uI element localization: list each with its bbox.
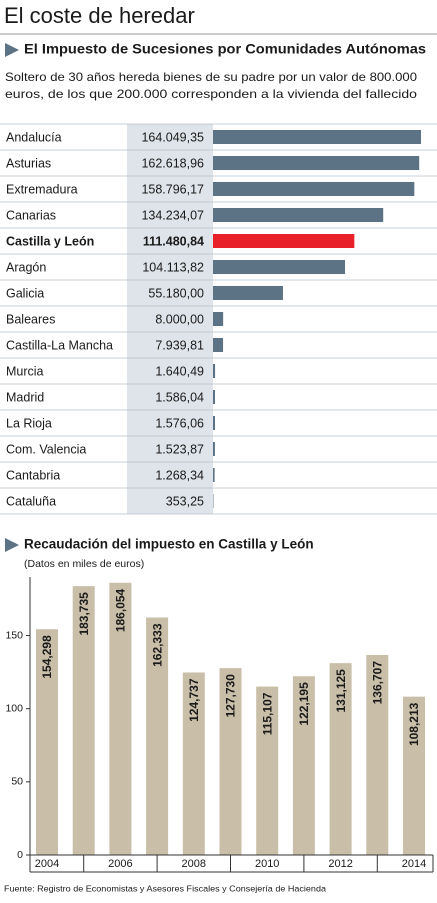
bar xyxy=(213,312,224,326)
row-label: Baleares xyxy=(6,312,55,326)
subtitle-line: euros, de los que 200.000 corresponden a… xyxy=(5,87,417,101)
bar xyxy=(213,182,415,196)
x-tick-label: 2006 xyxy=(108,858,132,870)
value-label: 154,298 xyxy=(40,635,54,679)
value-label: 108,213 xyxy=(407,702,421,746)
chart-title: Recaudación del impuesto en Castilla y L… xyxy=(24,537,314,552)
value-label: 1.586,04 xyxy=(155,390,204,404)
header: El coste de heredar xyxy=(4,3,195,28)
bar xyxy=(329,663,352,855)
row-label: Asturias xyxy=(6,156,51,170)
value-label: 55.180,00 xyxy=(148,286,204,300)
value-label: 162,333 xyxy=(150,623,164,667)
row-label: Andalucía xyxy=(6,130,62,144)
value-label: 134.234,07 xyxy=(141,208,204,222)
bar xyxy=(403,696,425,855)
y-tick-label: 150 xyxy=(5,629,23,641)
bar xyxy=(292,676,315,855)
bar xyxy=(213,234,355,248)
value-label: 131,125 xyxy=(334,669,348,713)
value-label: 115,107 xyxy=(260,692,274,735)
source: Fuente: Registro de Economistas y Asesor… xyxy=(4,883,326,893)
row-label: Castilla y León xyxy=(6,234,94,248)
x-tick-label: 2008 xyxy=(182,858,206,870)
bar xyxy=(213,468,215,482)
value-column xyxy=(127,124,213,514)
x-tick-label: 2012 xyxy=(328,858,352,870)
bar xyxy=(213,130,421,144)
value-label: 1.640,49 xyxy=(155,364,204,378)
value-label: 162.618,96 xyxy=(141,156,204,170)
bar xyxy=(213,260,346,274)
bar xyxy=(182,672,205,855)
value-label: 353,25 xyxy=(166,494,204,508)
bar xyxy=(146,617,169,855)
value-label: 1.576,06 xyxy=(155,416,204,430)
y-tick-label: 0 xyxy=(17,849,23,861)
value-label: 1.523,87 xyxy=(155,442,204,456)
row-label: Canarias xyxy=(6,208,56,222)
bar xyxy=(36,629,58,855)
y-tick-label: 100 xyxy=(5,702,23,714)
bar xyxy=(213,156,420,170)
row-label: Galicia xyxy=(6,286,44,300)
bar xyxy=(213,286,283,300)
x-tick-label: 2010 xyxy=(255,858,279,870)
bar xyxy=(213,208,384,222)
bar xyxy=(109,582,132,855)
bar xyxy=(213,390,216,404)
value-label: 104.113,82 xyxy=(142,260,204,274)
row-label: Cataluña xyxy=(6,494,56,508)
bar xyxy=(213,338,224,352)
value-label: 183,735 xyxy=(77,592,91,636)
value-label: 122,195 xyxy=(297,682,311,726)
row-label: Castilla-La Mancha xyxy=(6,338,113,352)
row-label: Madrid xyxy=(6,390,44,404)
value-label: 127,730 xyxy=(224,674,238,718)
row-label: Cantabria xyxy=(6,468,60,482)
row-label: La Rioja xyxy=(6,416,52,430)
bar xyxy=(213,364,216,378)
x-tick-label: 2004 xyxy=(35,858,59,870)
value-label: 1.268,34 xyxy=(155,468,204,482)
row-label: Aragón xyxy=(6,260,46,274)
row-label: Com. Valencia xyxy=(6,442,86,456)
bar xyxy=(219,668,242,855)
bar xyxy=(256,686,279,855)
chart-title: El Impuesto de Sucesiones por Comunidade… xyxy=(24,42,426,57)
x-tick-label: 2014 xyxy=(402,858,426,870)
title-arrow xyxy=(5,538,19,552)
bar xyxy=(72,586,95,855)
bar xyxy=(213,442,215,456)
value-label: 186,054 xyxy=(114,588,128,632)
value-label: 7.939,81 xyxy=(155,338,204,352)
value-label: 8.000,00 xyxy=(155,312,204,326)
title-arrow xyxy=(5,43,19,57)
value-label: 164.049,35 xyxy=(141,130,204,144)
value-label: 136,707 xyxy=(370,661,384,705)
chart-subtitle: (Datos en miles de euros) xyxy=(24,558,144,570)
value-label: 158.796,17 xyxy=(141,182,204,196)
row-label: Murcia xyxy=(6,364,44,378)
bar xyxy=(366,654,389,855)
bar xyxy=(213,416,215,430)
row-label: Extremadura xyxy=(6,182,78,196)
value-label: 111.480,84 xyxy=(143,234,204,248)
y-tick-label: 50 xyxy=(11,776,23,788)
value-label: 124,737 xyxy=(187,678,201,722)
subtitle-line: Soltero de 30 años hereda bienes de su p… xyxy=(5,70,417,84)
